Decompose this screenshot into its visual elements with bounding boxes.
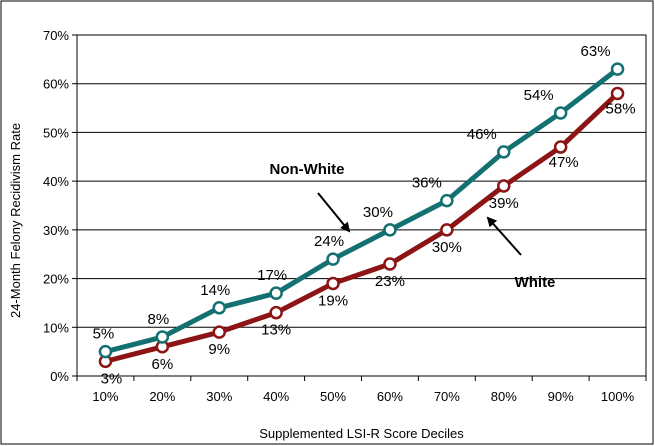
series-layer: 3% 6% 9% 13% 19% 23% 30% 39% 47% 58% 5% 8% 14% 17% 24%… — [93, 43, 636, 387]
data-point — [610, 86, 625, 101]
data-point — [155, 330, 170, 344]
x-axis: 10% 20% 30% 40% 50% 60% 70% 80% 90% 100% — [76, 376, 647, 404]
white-annotation: White — [515, 274, 556, 291]
data-point — [610, 62, 625, 76]
data-label: 36% — [412, 175, 442, 192]
y-tick-label: 30% — [43, 223, 69, 238]
data-point — [212, 325, 226, 339]
series-white: 3% 6% 9% 13% 19% 23% 30% 39% 47% 58% — [98, 86, 636, 387]
x-tick-label: 10% — [92, 389, 118, 404]
data-point — [497, 145, 511, 159]
data-label: 8% — [148, 311, 170, 328]
data-point — [326, 252, 340, 266]
data-point — [383, 223, 397, 237]
annotations: Non-White White — [270, 161, 556, 291]
data-label: 5% — [93, 326, 115, 343]
y-axis: 0% 10% 20% 30% 40% 50% 60% 70% — [43, 28, 77, 384]
data-label: 19% — [318, 292, 348, 309]
grid — [77, 83, 646, 328]
x-tick-label: 30% — [206, 389, 232, 404]
x-tick-label: 50% — [320, 389, 346, 404]
y-tick-label: 10% — [43, 320, 69, 335]
y-tick-label: 50% — [43, 125, 69, 140]
data-point — [553, 106, 568, 120]
x-tick-label: 20% — [149, 389, 175, 404]
data-label: 63% — [581, 43, 611, 60]
data-point — [440, 193, 454, 208]
data-label: 17% — [257, 267, 287, 284]
data-point — [269, 286, 283, 300]
data-label: 58% — [606, 100, 636, 117]
data-point — [326, 276, 340, 291]
series-non-white: 5% 8% 14% 17% 24% 30% 36% 46% 54% 63% — [93, 43, 625, 359]
non-white-arrow — [317, 192, 351, 233]
y-tick-label: 70% — [43, 28, 69, 43]
x-tick-label: 80% — [491, 389, 517, 404]
x-axis-title: Supplemented LSI-R Score Deciles — [259, 426, 464, 441]
series-line — [104, 91, 620, 364]
non-white-annotation: Non-White — [270, 161, 345, 178]
data-point — [383, 257, 397, 271]
data-point — [212, 301, 226, 315]
data-point — [98, 344, 113, 359]
x-tick-label: 70% — [434, 389, 460, 404]
data-label: 24% — [314, 233, 344, 250]
white-arrow — [486, 216, 522, 256]
data-label: 6% — [152, 356, 174, 373]
y-axis-title: 24-Month Felony Recidivism Rate — [8, 123, 23, 318]
data-label: 47% — [549, 154, 579, 171]
series-line — [104, 67, 620, 355]
data-label: 9% — [208, 341, 230, 358]
data-label: 54% — [524, 87, 554, 104]
data-label: 14% — [200, 282, 230, 299]
y-tick-label: 60% — [43, 77, 69, 92]
x-tick-label: 40% — [263, 389, 289, 404]
data-label: 39% — [489, 195, 519, 212]
data-label: 23% — [375, 273, 405, 290]
y-tick-label: 0% — [50, 369, 69, 384]
data-point — [440, 223, 454, 237]
x-tick-label: 100% — [601, 389, 635, 404]
y-tick-label: 40% — [43, 174, 69, 189]
y-tick-label: 20% — [43, 272, 69, 287]
data-label: 3% — [101, 370, 123, 387]
data-label: 46% — [467, 126, 497, 143]
data-point — [497, 179, 511, 193]
data-point — [269, 305, 283, 320]
x-tick-label: 60% — [377, 389, 403, 404]
data-label: 30% — [432, 239, 462, 256]
data-label: 30% — [363, 204, 393, 221]
data-label: 13% — [261, 322, 291, 339]
x-tick-label: 90% — [548, 389, 574, 404]
data-point — [553, 140, 568, 154]
